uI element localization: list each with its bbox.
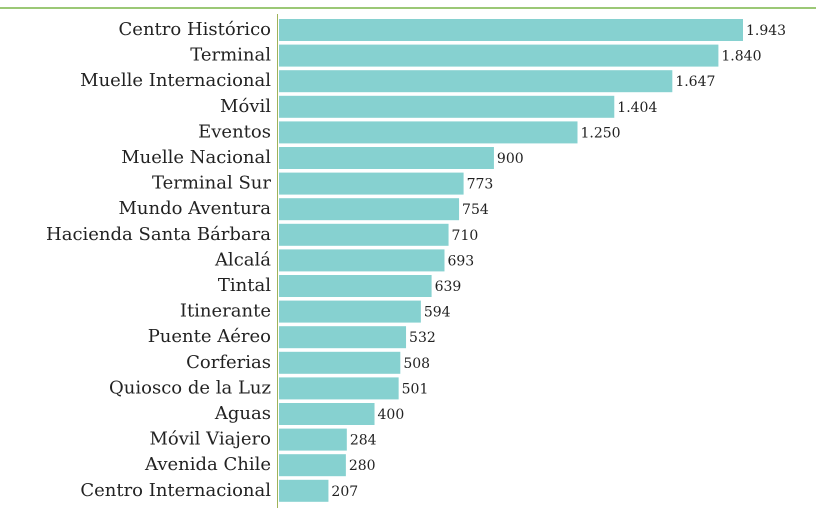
value-label: 1.647 — [675, 74, 715, 90]
bar — [279, 326, 407, 349]
value-label: 1.404 — [617, 100, 657, 116]
bar — [279, 147, 494, 169]
bar — [279, 198, 460, 221]
category-label: Móvil Viajero — [149, 429, 271, 450]
category-label: Móvil — [220, 96, 271, 117]
bar — [279, 249, 445, 272]
category-label: Quiosco de la Luz — [109, 377, 271, 398]
category-label: Hacienda Santa Bárbara — [46, 224, 271, 245]
value-label: 1.943 — [746, 23, 786, 39]
value-label: 594 — [424, 305, 451, 321]
bar — [279, 275, 432, 297]
value-label: 532 — [409, 330, 436, 346]
value-label: 280 — [349, 458, 376, 474]
category-label: Centro Internacional — [80, 480, 271, 501]
value-label: 207 — [331, 484, 358, 500]
value-label: 900 — [497, 151, 524, 167]
value-label: 508 — [403, 356, 430, 372]
category-label: Aguas — [214, 403, 271, 424]
category-label: Muelle Nacional — [121, 147, 271, 168]
category-label: Itinerante — [180, 301, 271, 322]
category-label: Terminal Sur — [152, 173, 271, 194]
bar — [279, 44, 719, 67]
value-label: 400 — [378, 407, 405, 423]
bar — [279, 172, 464, 195]
bar — [279, 121, 578, 144]
value-label: 693 — [447, 253, 474, 269]
bar — [279, 70, 673, 93]
value-label: 1.250 — [581, 125, 621, 141]
value-label: 284 — [350, 433, 377, 449]
category-label: Mundo Aventura — [118, 198, 271, 219]
category-label: Muelle Internacional — [80, 70, 271, 91]
bar — [279, 223, 449, 246]
category-label: Avenida Chile — [144, 454, 271, 475]
category-label: Tintal — [218, 275, 271, 296]
category-label: Alcalá — [214, 249, 271, 270]
value-label: 501 — [402, 381, 429, 397]
bar — [279, 95, 615, 118]
value-label: 754 — [462, 202, 489, 218]
category-label: Eventos — [198, 121, 271, 142]
category-label: Centro Histórico — [119, 19, 271, 40]
value-label: 773 — [467, 177, 494, 193]
bar — [279, 351, 401, 374]
bar — [279, 377, 399, 400]
bar — [279, 403, 375, 425]
bar — [279, 454, 346, 477]
category-label: Terminal — [190, 45, 271, 66]
category-label: Puente Aéreo — [148, 326, 271, 347]
value-label: 1.840 — [721, 49, 761, 65]
value-label: 639 — [435, 279, 462, 295]
category-label: Corferias — [186, 352, 271, 373]
bar — [279, 300, 421, 323]
bar — [279, 479, 329, 502]
bar — [279, 428, 347, 451]
bar — [279, 19, 743, 41]
value-label: 710 — [452, 228, 479, 244]
